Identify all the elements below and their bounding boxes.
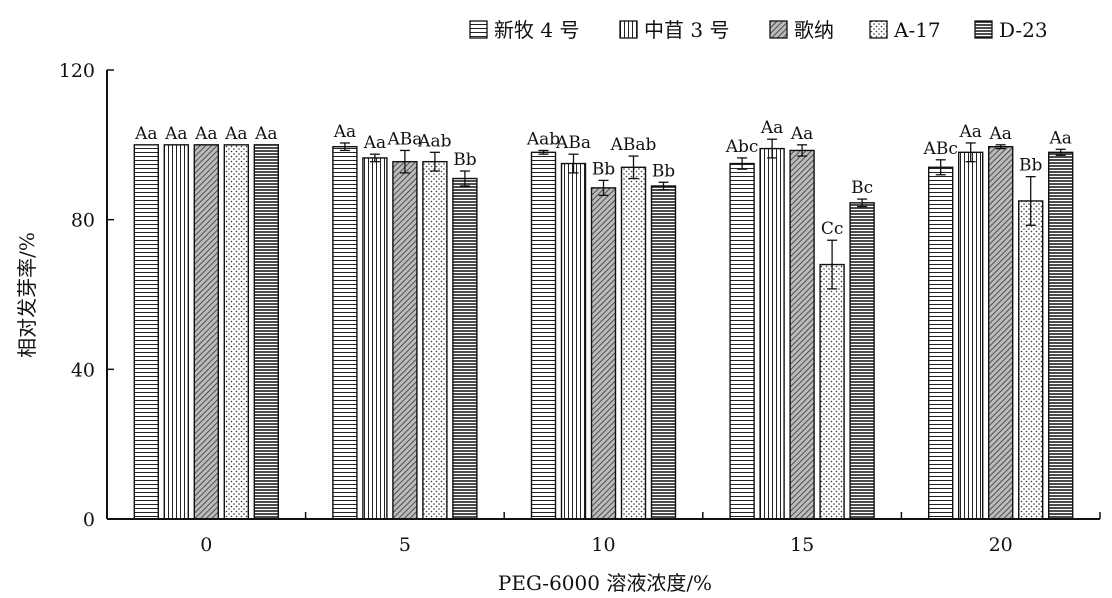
legend: 新牧 4 号 中苜 3 号 歌纳 A-17 D-23 — [469, 18, 1048, 42]
bar — [988, 146, 1014, 520]
significance-label: Cc — [821, 219, 844, 239]
significance-label: Aab — [417, 131, 451, 151]
bar — [650, 185, 677, 520]
significance-label: Aa — [333, 122, 356, 142]
error-bars — [339, 138, 1066, 290]
significance-label: Bb — [453, 150, 476, 170]
legend-swatch — [769, 20, 788, 39]
significance-label: Aa — [1048, 128, 1071, 148]
bars — [133, 144, 1074, 520]
y-tick-label: 80 — [71, 210, 95, 232]
x-axis-title: PEG-6000 溶液浓度/% — [498, 571, 712, 595]
legend-label: A-17 — [893, 18, 941, 42]
legend-label: 中苜 3 号 — [644, 18, 729, 42]
significance-label: ABa — [555, 133, 591, 153]
significance-label: ABab — [610, 135, 657, 155]
significance-label: Aab — [526, 129, 560, 149]
bar — [133, 144, 160, 520]
significance-label: Aa — [958, 122, 981, 142]
bar — [253, 144, 280, 520]
significance-label: Bc — [851, 178, 873, 198]
significance-label: Aa — [254, 124, 277, 144]
bar — [452, 177, 478, 520]
axes: 0 40 80 120 0 5 10 15 20 — [59, 60, 1101, 556]
legend-swatch — [619, 20, 638, 39]
y-tick-label: 0 — [83, 509, 95, 531]
significance-label: ABc — [923, 139, 958, 159]
bar — [223, 144, 250, 520]
significance-label: Aa — [790, 124, 813, 144]
y-tick-label: 40 — [71, 359, 95, 381]
significance-label: ABa — [386, 129, 422, 149]
bar — [819, 263, 845, 520]
significance-label: Aa — [363, 133, 386, 153]
y-axis-title: 相对发芽率/% — [15, 232, 39, 358]
significance-label: Aa — [760, 118, 783, 138]
significance-label: Abc — [725, 137, 759, 157]
x-tick-label: 5 — [399, 534, 411, 556]
y-tick-label: 120 — [59, 60, 95, 82]
bar — [530, 151, 557, 520]
bar — [789, 149, 815, 520]
bar — [1047, 151, 1074, 520]
significance-label: Aa — [164, 124, 187, 144]
legend-swatch — [469, 20, 488, 39]
bar — [928, 166, 954, 520]
bar — [590, 187, 617, 520]
bar — [332, 146, 358, 520]
bar — [422, 160, 448, 520]
significance-label: Aa — [194, 124, 217, 144]
x-tick-label: 15 — [790, 534, 814, 556]
significance-label: Bb — [1019, 156, 1042, 176]
bar — [193, 144, 220, 520]
bar — [620, 166, 647, 520]
significance-label: Bb — [652, 161, 675, 181]
bar — [163, 144, 190, 520]
legend-swatch — [974, 20, 993, 39]
legend-swatch — [869, 20, 888, 39]
bar — [729, 162, 755, 520]
significance-label: Aa — [224, 124, 247, 144]
bar — [849, 202, 875, 520]
x-tick-label: 10 — [591, 534, 615, 556]
bar — [759, 147, 785, 520]
x-tick-label: 20 — [989, 534, 1013, 556]
bar — [362, 157, 388, 520]
legend-label: 新牧 4 号 — [494, 18, 579, 42]
significance-label: Aa — [988, 124, 1011, 144]
bar — [560, 162, 587, 520]
legend-label: D-23 — [999, 18, 1048, 42]
significance-label: Bb — [592, 159, 615, 179]
bar — [958, 151, 984, 520]
significance-label: Aa — [134, 124, 157, 144]
bar — [1018, 200, 1044, 520]
legend-label: 歌纳 — [794, 18, 834, 42]
x-tick-label: 0 — [200, 534, 212, 556]
bar — [392, 160, 418, 520]
